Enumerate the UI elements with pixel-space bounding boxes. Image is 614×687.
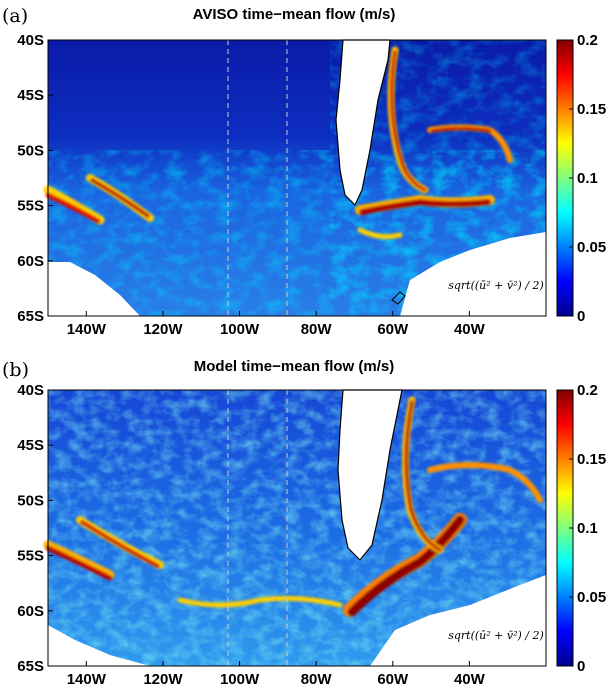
y-tick-label-b-0: 40S bbox=[17, 382, 44, 399]
colorbar-tick-label-a-4: 0.2 bbox=[577, 32, 598, 49]
panel-label-b: (b) bbox=[2, 359, 29, 381]
colorbar-tick-label-a-0: 0 bbox=[577, 308, 585, 325]
y-tick-label-b-4: 60S bbox=[17, 603, 44, 620]
y-tick-label-b-5: 65S bbox=[17, 658, 44, 675]
x-tick-label-a-4: 60W bbox=[377, 321, 409, 338]
colorbar-tick-label-b-0: 0 bbox=[577, 658, 585, 675]
colorbar-tick-label-b-1: 0.05 bbox=[577, 589, 606, 606]
x-tick-label-a-1: 120W bbox=[143, 321, 183, 338]
panel-label-a: (a) bbox=[2, 5, 28, 27]
x-tick-label-b-5: 40W bbox=[454, 671, 486, 687]
y-tick-label-a-1: 45S bbox=[17, 87, 44, 104]
panel-a-title: AVISO time−mean flow (m/s) bbox=[193, 6, 396, 23]
y-tick-label-a-2: 50S bbox=[17, 142, 44, 159]
colorbar-tick-label-a-2: 0.1 bbox=[577, 170, 598, 187]
colorbar-tick-label-b-3: 0.15 bbox=[577, 451, 606, 468]
axis-ticks-a: 140W 120W 100W 80W 60W 40W 40S 45S 50S 55S 60S 65S bbox=[17, 32, 485, 338]
colorbar-tick-label-a-1: 0.05 bbox=[577, 239, 606, 256]
heatmap-a bbox=[43, 39, 547, 317]
x-tick-label-a-2: 100W bbox=[220, 321, 260, 338]
axis-ticks-b: 140W 120W 100W 80W 60W 40W 40S 45S 50S 55S 60S 65S bbox=[17, 382, 485, 687]
x-tick-label-b-0: 140W bbox=[67, 671, 107, 687]
colorbar-tick-label-a-3: 0.15 bbox=[577, 101, 606, 118]
x-tick-label-b-2: 100W bbox=[220, 671, 260, 687]
y-tick-label-a-4: 60S bbox=[17, 253, 44, 270]
formula-text-a: sqrt((ū² + v̄²) / 2) bbox=[448, 279, 544, 292]
colorbar-a: 0 0.05 0.1 0.15 0.2 bbox=[556, 32, 606, 325]
panel-b: (b) Model time−mean flow (m/s) bbox=[2, 358, 606, 687]
south-america-land-b bbox=[337, 389, 403, 561]
panel-b-title: Model time−mean flow (m/s) bbox=[194, 358, 394, 375]
y-tick-label-b-3: 55S bbox=[17, 548, 44, 565]
x-tick-label-b-1: 120W bbox=[143, 671, 183, 687]
x-tick-label-a-0: 140W bbox=[67, 321, 107, 338]
x-tick-label-b-3: 80W bbox=[301, 671, 333, 687]
panel-a: (a) AVISO time−mean flow (m/s) bbox=[2, 5, 606, 338]
antarctic-ice-b bbox=[48, 625, 150, 666]
y-tick-label-b-2: 50S bbox=[17, 492, 44, 509]
formula-text-b: sqrt((ū² + v̄²) / 2) bbox=[448, 629, 544, 642]
formula-a: sqrt((ū² + v̄²) / 2) bbox=[448, 262, 544, 308]
x-tick-label-a-3: 80W bbox=[301, 321, 333, 338]
antarctic-ice-a bbox=[48, 262, 140, 316]
y-tick-label-a-0: 40S bbox=[17, 32, 44, 49]
y-tick-label-a-5: 65S bbox=[17, 308, 44, 325]
y-tick-label-a-3: 55S bbox=[17, 198, 44, 215]
south-america-land-a bbox=[335, 39, 391, 207]
x-tick-label-a-5: 40W bbox=[454, 321, 486, 338]
formula-b: sqrt((ū² + v̄²) / 2) bbox=[448, 612, 544, 658]
x-tick-label-b-4: 60W bbox=[377, 671, 409, 687]
y-tick-label-b-1: 45S bbox=[17, 437, 44, 454]
colorbar-b: 0 0.05 0.1 0.15 0.2 bbox=[556, 382, 606, 675]
colorbar-tick-label-b-2: 0.1 bbox=[577, 520, 598, 537]
colorbar-tick-label-b-4: 0.2 bbox=[577, 382, 598, 399]
